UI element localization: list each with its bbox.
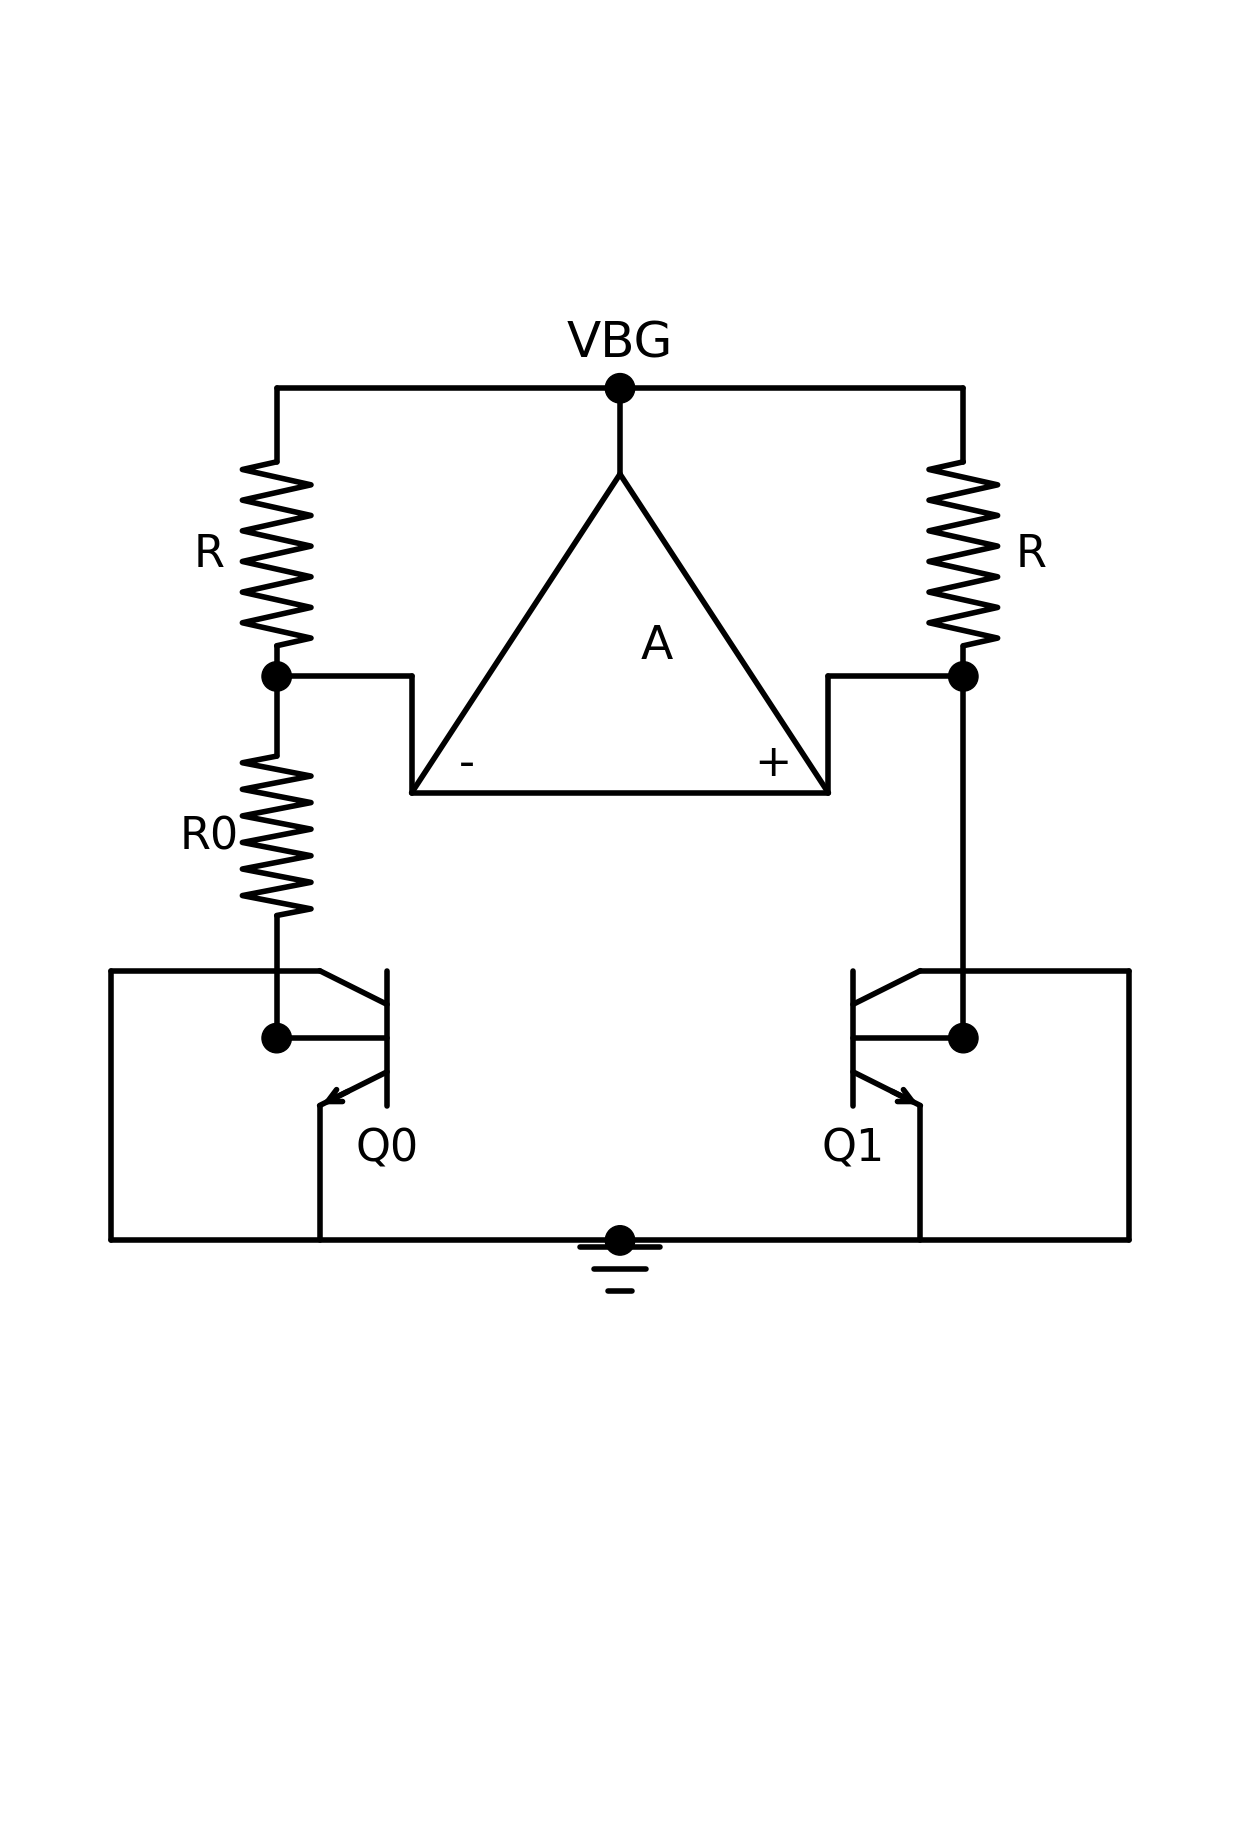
Text: A: A: [641, 625, 673, 669]
Circle shape: [262, 663, 291, 692]
Text: R: R: [193, 533, 224, 575]
Circle shape: [949, 1024, 978, 1053]
Text: R0: R0: [180, 815, 239, 857]
Circle shape: [605, 374, 635, 403]
Text: R: R: [1016, 533, 1047, 575]
Text: -: -: [459, 742, 475, 784]
Circle shape: [949, 663, 978, 692]
Text: Q0: Q0: [356, 1127, 419, 1171]
Text: Q1: Q1: [821, 1127, 884, 1171]
Circle shape: [262, 1024, 291, 1053]
Text: VBG: VBG: [567, 319, 673, 366]
Circle shape: [605, 1226, 635, 1255]
Text: +: +: [755, 742, 792, 784]
